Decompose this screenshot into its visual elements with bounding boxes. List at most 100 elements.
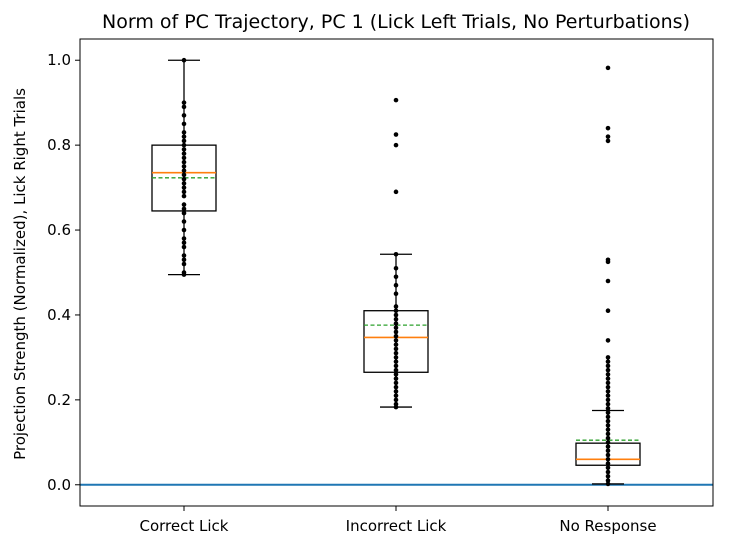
data-point [393, 372, 399, 377]
data-point [605, 473, 611, 479]
data-point [181, 104, 187, 110]
y-tick-label: 0.0 [47, 476, 71, 494]
data-point [393, 274, 399, 280]
data-point [605, 367, 611, 373]
x-tick-label: No Response [559, 517, 656, 535]
data-point [181, 138, 187, 144]
data-point [181, 257, 187, 263]
data-point [181, 253, 187, 258]
data-point [181, 206, 187, 212]
data-point [393, 359, 399, 364]
data-point [605, 478, 611, 483]
data-point [393, 363, 399, 369]
data-point [393, 355, 399, 360]
y-tick-label: 0.2 [47, 391, 71, 409]
data-point [605, 410, 611, 415]
data-point [393, 97, 399, 103]
data-point [181, 193, 187, 199]
box-group-2 [363, 97, 429, 410]
data-point [393, 325, 399, 330]
data-point [605, 376, 611, 381]
data-point [181, 240, 187, 246]
data-point [605, 465, 611, 471]
data-point [393, 376, 399, 381]
data-point [393, 321, 399, 326]
data-point [181, 176, 187, 182]
data-point [605, 469, 611, 475]
box-group-3 [575, 65, 641, 487]
data-point [181, 272, 187, 277]
data-point [393, 132, 399, 137]
data-point [393, 291, 399, 297]
data-point [605, 125, 611, 131]
data-point [181, 168, 187, 173]
data-point [605, 418, 611, 424]
data-point [181, 172, 187, 178]
data-point [393, 329, 399, 335]
data-point [605, 414, 611, 420]
data-point [605, 481, 611, 487]
data-point [605, 259, 611, 265]
data-point [605, 380, 611, 386]
data-point [605, 452, 611, 458]
data-point [605, 363, 611, 369]
data-point [181, 189, 187, 195]
data-point [605, 389, 611, 394]
data-point [393, 367, 399, 373]
data-point [393, 282, 399, 288]
data-point [181, 164, 187, 169]
y-tick-label: 0.4 [47, 306, 71, 324]
y-axis-label: Projection Strength (Normalized), Lick R… [11, 88, 29, 460]
data-point [605, 444, 611, 449]
data-point [393, 338, 399, 343]
data-point [181, 113, 187, 118]
data-point [393, 316, 399, 322]
data-point [393, 312, 399, 318]
data-point [181, 57, 187, 63]
data-point [605, 401, 611, 407]
data-point [393, 342, 399, 347]
data-point [393, 389, 399, 394]
data-point [605, 308, 611, 314]
data-point [393, 346, 399, 352]
data-point [393, 384, 399, 390]
data-point [393, 404, 399, 410]
data-point [181, 130, 187, 135]
data-point [181, 227, 187, 233]
y-axis: 0.0 0.2 0.4 0.6 0.8 1.0 [47, 51, 80, 494]
data-point [181, 100, 187, 105]
data-point [605, 138, 611, 144]
data-point [393, 142, 399, 148]
data-point [605, 393, 611, 398]
data-point [181, 185, 187, 190]
data-point [605, 397, 611, 403]
data-point [605, 435, 611, 441]
data-point [605, 457, 611, 462]
data-point [393, 304, 399, 309]
data-point [181, 134, 187, 139]
data-point [181, 159, 187, 165]
x-tick-label: Incorrect Lick [346, 517, 447, 535]
data-point [181, 219, 187, 224]
data-point [605, 338, 611, 343]
data-point [393, 350, 399, 356]
data-point [393, 393, 399, 398]
plot-content [80, 57, 713, 487]
y-tick-label: 0.8 [47, 136, 71, 154]
box-group-1 [151, 57, 217, 277]
data-point [181, 142, 187, 148]
y-tick-label: 1.0 [47, 51, 71, 69]
data-point [605, 406, 611, 411]
data-point [393, 333, 399, 339]
data-point [181, 181, 187, 186]
data-point [605, 372, 611, 377]
data-point [605, 384, 611, 390]
data-point [605, 134, 611, 139]
data-point [181, 244, 187, 250]
data-point [605, 355, 611, 360]
x-axis: Correct Lick Incorrect Lick No Response [140, 506, 657, 535]
data-point [181, 202, 187, 207]
x-tick-label: Correct Lick [140, 517, 229, 535]
data-point [605, 423, 611, 428]
data-point [181, 121, 187, 127]
